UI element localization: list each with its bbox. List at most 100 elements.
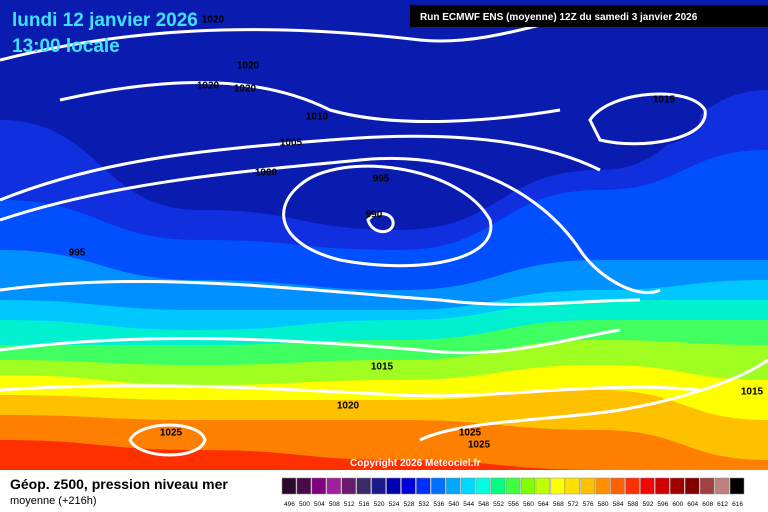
isobar [0, 134, 601, 202]
colorbar-label: 568 [553, 501, 564, 508]
isobar [282, 164, 493, 268]
colorbar-label: 592 [642, 501, 653, 508]
colorbar-label: 608 [702, 501, 713, 508]
colorbar-swatch [685, 477, 700, 495]
colorbar-swatch [565, 477, 580, 495]
isobar [419, 358, 768, 442]
colorbar-label: 524 [389, 501, 400, 508]
colorbar-label: 580 [598, 501, 609, 508]
isobar-labels: 1020 1020 1020 1020 1010 1005 1000 995 990 995 101… [69, 15, 764, 451]
colorbar-swatch [460, 477, 476, 495]
footer-title: Géop. z500, pression niveau mer [10, 476, 228, 492]
isobar-label: 1020 [202, 15, 225, 26]
colorbar-swatch [386, 477, 401, 495]
colorbar-label: 528 [404, 501, 415, 508]
colorbar-label: 540 [448, 501, 459, 508]
isobar-label: 1020 [234, 84, 257, 95]
colorbar-swatch [341, 477, 356, 495]
colorbar-swatch [446, 477, 461, 495]
colorbar-label: 584 [613, 501, 624, 508]
colorbar: 496 500 504 508 512 516 520 524 528 532 536 540 544 5… [281, 477, 745, 508]
isobar [128, 423, 207, 457]
colorbar-swatch [281, 477, 297, 495]
isobar [588, 92, 707, 146]
colorbar-label: 496 [284, 501, 295, 508]
footer-subtitle: moyenne (+216h) [10, 495, 97, 507]
colorbar-swatch [505, 477, 521, 495]
colorbar-swatch [401, 477, 416, 495]
colorbar-swatch [550, 477, 566, 495]
colorbar-label: 532 [418, 501, 429, 508]
colorbar-swatch [640, 477, 655, 495]
colorbar-swatch [714, 477, 730, 495]
colorbar-label: 556 [508, 501, 519, 508]
colorbar-swatch [311, 477, 327, 495]
colorbar-swatch [595, 477, 610, 495]
isobar [0, 328, 621, 355]
colorbar-label: 508 [329, 501, 340, 508]
colorbar-swatch [431, 477, 446, 495]
time: 13:00 locale [12, 36, 120, 57]
colorbar-label: 596 [657, 501, 668, 508]
isobar-label: 1020 [197, 81, 220, 92]
isobar-label: 1020 [237, 61, 260, 72]
colorbar-swatch [580, 477, 595, 495]
isobar-label: 995 [373, 174, 390, 185]
isobar [59, 81, 561, 124]
colorbar-label: 600 [672, 501, 683, 508]
colorbar-swatch [475, 477, 491, 495]
colorbar-label: 544 [463, 501, 474, 508]
isobar-label: 995 [69, 248, 86, 259]
colorbar-label: 604 [687, 501, 698, 508]
colorbar-swatch [729, 477, 745, 495]
isobar-label: 1025 [468, 440, 491, 451]
colorbar-swatch [699, 477, 715, 495]
colorbar-label: 564 [538, 501, 549, 508]
colorbar-swatch [371, 477, 386, 495]
date: lundi 12 janvier 2026 [12, 10, 198, 31]
band [0, 440, 768, 470]
colorbar-label: 548 [478, 501, 489, 508]
colorbar-label: 612 [717, 501, 728, 508]
colorbar-label: 512 [344, 501, 355, 508]
colorbar-label: 504 [314, 501, 325, 508]
colorbar-swatch [416, 477, 431, 495]
run-box [410, 5, 768, 27]
isobar [0, 384, 701, 398]
isobar-label: 1000 [255, 168, 278, 179]
colorbar-swatch [610, 477, 625, 495]
colorbar-label: 552 [493, 501, 504, 508]
isobar-label: 1015 [741, 387, 764, 398]
colorbar-label: 516 [359, 501, 370, 508]
colorbar-label: 560 [523, 501, 534, 508]
colorbar-swatch [490, 477, 506, 495]
colorbar-label: 520 [374, 501, 385, 508]
colorbar-label: 576 [583, 501, 594, 508]
run-info: Run ECMWF ENS (moyenne) 12Z du samedi 3 … [420, 12, 698, 23]
colorbar-swatch [535, 477, 551, 495]
isobar-label: 1015 [653, 95, 676, 106]
isobar-label: 1025 [459, 428, 482, 439]
colorbar-label: 500 [299, 501, 310, 508]
isobar-label: 1010 [306, 112, 329, 123]
colorbar-swatch [655, 477, 670, 495]
isobar [0, 279, 641, 306]
colorbar-label: 536 [433, 501, 444, 508]
isobar-label: 990 [366, 210, 383, 221]
colorbar-swatch [670, 477, 685, 495]
colorbar-swatch [326, 477, 341, 495]
colorbar-swatch [520, 477, 536, 495]
colorbar-label: 572 [568, 501, 579, 508]
copyright: Copyright 2026 Meteociel.fr [350, 458, 481, 469]
isobar [0, 18, 561, 62]
colorbar-swatch [296, 477, 312, 495]
colorbar-label: 588 [628, 501, 639, 508]
field [0, 0, 768, 470]
isobar [366, 212, 395, 234]
isobar-label: 1020 [337, 401, 360, 412]
isobars [0, 18, 768, 457]
isobar-label: 1025 [160, 428, 183, 439]
isobar [0, 156, 661, 295]
